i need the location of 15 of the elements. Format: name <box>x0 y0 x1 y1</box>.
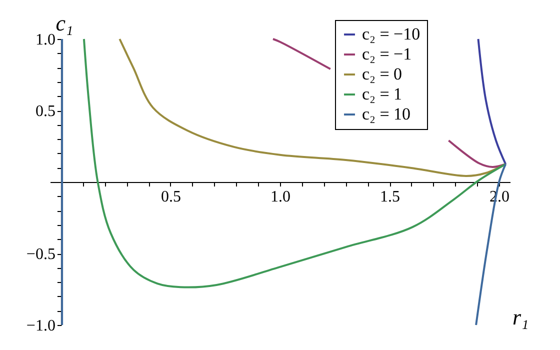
y-tick-label: −0.5 <box>26 246 56 263</box>
y-axis-title: c₁ <box>56 10 74 36</box>
x-axis-title: r₁ <box>512 304 529 330</box>
x-tick-label: 1.0 <box>270 188 290 206</box>
y-tick-label: 0.5 <box>35 103 56 120</box>
legend-label: c₂ = −1 <box>362 44 412 64</box>
line-series <box>477 38 507 166</box>
x-tick-label: 0.5 <box>160 188 181 206</box>
x-tick-label: 1.5 <box>380 188 400 206</box>
y-tick-label: −1.0 <box>26 318 56 334</box>
legend-label: c₂ = 10 <box>362 104 411 124</box>
legend-label: c₂ = −10 <box>362 24 420 44</box>
legend-label: c₂ = 0 <box>362 64 402 84</box>
y-tick-label: 1.0 <box>35 32 56 48</box>
legend-label: c₂ = 1 <box>362 84 402 104</box>
